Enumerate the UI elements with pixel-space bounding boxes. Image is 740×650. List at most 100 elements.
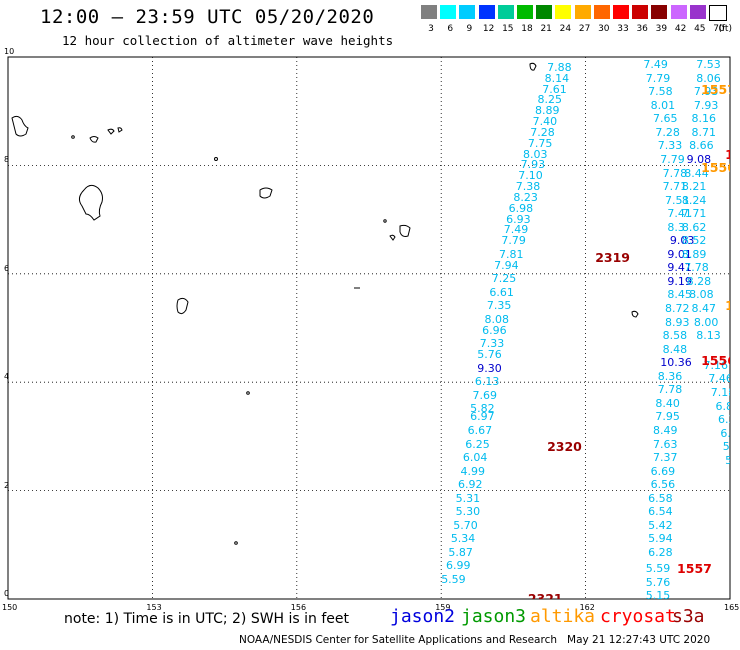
island-outline: [89, 136, 99, 143]
pass-time-label: 2319: [595, 249, 631, 265]
x-tick-label: 162: [579, 603, 595, 612]
pass-time-label: 2321: [527, 591, 563, 599]
wave-height-label: 8.48: [662, 342, 688, 356]
coastline-outlines: [11, 62, 639, 545]
wave-height-label: 8.49: [652, 423, 678, 437]
wave-height-label: 9.41: [667, 261, 692, 275]
wave-height-label: 8.45: [667, 288, 692, 302]
x-tick-label: 153: [146, 603, 162, 612]
wave-height-label: 7.53: [643, 57, 668, 58]
wave-height-label: 7.51: [665, 193, 690, 207]
wave-height-label: 9.08: [686, 152, 712, 166]
wave-height-label: 7.71: [662, 180, 688, 194]
map-subtitle: 12 hour collection of altimeter wave hei…: [62, 33, 394, 48]
wave-height-label: 5.31: [455, 491, 481, 505]
wave-height-label: 8.25: [537, 93, 562, 107]
wave-height-label: 5.76: [477, 348, 502, 362]
island-outline: [389, 234, 396, 241]
wave-height-label: 7.75: [527, 136, 553, 150]
colorbar-swatch: [689, 5, 706, 19]
wave-height-label: 8.06: [696, 71, 721, 85]
y-tick-label: 10: [4, 47, 15, 56]
wave-height-label: 6.58: [648, 491, 673, 505]
x-tick-label: 165: [724, 603, 740, 612]
wave-height-label: 7.79: [660, 152, 685, 166]
wave-height-label: 5.42: [648, 518, 673, 532]
wave-height-label: 7.61: [542, 82, 567, 96]
wave-height-label: 6.92: [458, 478, 483, 492]
colorbar-swatch: [670, 5, 687, 19]
credit-line: NOAA/NESDIS Center for Satellite Applica…: [239, 634, 711, 646]
wave-height-label: 7.40: [532, 115, 558, 129]
island-outline: [78, 184, 103, 221]
wave-height-label: 6.31: [717, 413, 730, 427]
wave-height-label: 8.66: [689, 139, 714, 153]
wave-height-label: 8.47: [691, 302, 716, 316]
grid-lines: [8, 57, 730, 599]
wave-height-label: 8.71: [691, 125, 716, 139]
island-outline: [176, 297, 189, 315]
wave-height-label: 5.59: [441, 573, 466, 587]
wave-height-label: 8.89: [681, 247, 707, 261]
map-area[interactable]: 7.88 8.14 7.61 8.25 8.89 7.40 7.28 7.75 8.03 7.93…: [8, 57, 730, 599]
x-tick-label: 150: [2, 603, 18, 612]
wave-height-label: 5.59: [645, 562, 671, 576]
pass-time-label: 1556: [701, 352, 730, 368]
island-outline: [529, 62, 537, 71]
wave-height-label: 7.69: [472, 388, 497, 402]
wave-height-label: 9.03: [669, 234, 695, 248]
wave-height-label: 7.78: [657, 383, 683, 397]
colorbar-swatch: [593, 5, 610, 19]
wave-height-label: 6.25: [465, 437, 490, 451]
island-outline: [399, 224, 411, 237]
island-outline: [117, 127, 123, 133]
wave-height-label: 7.10: [518, 169, 543, 183]
wave-height-label: 8.72: [665, 302, 690, 316]
y-tick-label: 6: [4, 263, 10, 273]
colorbar-label: 21: [540, 24, 552, 34]
wave-height-label: 7.93: [520, 158, 546, 172]
island-outline: [71, 135, 75, 139]
y-tick-label: 4: [4, 372, 10, 382]
island-outline: [214, 157, 218, 161]
wave-height-label: 6.96: [482, 323, 507, 337]
wave-height-label: 8.28: [686, 274, 712, 288]
colorbar-unit: (ft): [718, 24, 732, 34]
satellite-legend-jason2: jason2: [390, 606, 456, 627]
pass-time-label: 1557: [677, 561, 712, 577]
colorbar-swatch: [497, 5, 514, 19]
wave-height-label: 6.80: [715, 399, 730, 413]
colorbar-label: 39: [655, 24, 668, 34]
wave-height-label: 8.52: [681, 234, 707, 248]
wave-height-label: 8.36: [657, 369, 683, 383]
wave-height-label: 8.23: [513, 190, 538, 204]
island-outline: [11, 115, 29, 137]
wave-height-label: 7.79: [501, 234, 526, 248]
colorbar-label: 42: [674, 24, 687, 34]
x-tick-label: 159: [435, 603, 451, 612]
wave-height-label: 7.37: [652, 451, 678, 465]
wave-height-label: 8.00: [693, 315, 719, 329]
wave-height-label: 8.58: [662, 329, 688, 343]
colorbar-label: 45: [694, 24, 706, 34]
wave-height-label: 7.28: [655, 125, 680, 139]
pass-time-label: 1556: [701, 160, 730, 176]
wave-height-label: 8.16: [691, 112, 716, 126]
colorbar-swatch: [440, 5, 457, 19]
island-outline: [383, 219, 387, 223]
colorbar-swatch: [651, 5, 668, 19]
wave-height-label: 8.93: [665, 315, 690, 329]
wave-height-label: 7.53: [696, 58, 721, 72]
wave-height-label: 8.08: [484, 312, 510, 326]
colorbar-swatch: [632, 5, 649, 19]
wave-height-label: 7.16: [703, 358, 729, 372]
colorbar-label: 70: [713, 24, 725, 34]
colorbar-swatch: [709, 5, 727, 21]
wave-height-label: 7.71: [681, 207, 707, 221]
y-tick-label: 2: [4, 480, 10, 490]
island-outline: [631, 310, 639, 318]
wave-height-label: 7.28: [530, 125, 555, 139]
y-tick-label: 8: [4, 155, 10, 165]
wave-height-label: 6.28: [648, 545, 673, 559]
